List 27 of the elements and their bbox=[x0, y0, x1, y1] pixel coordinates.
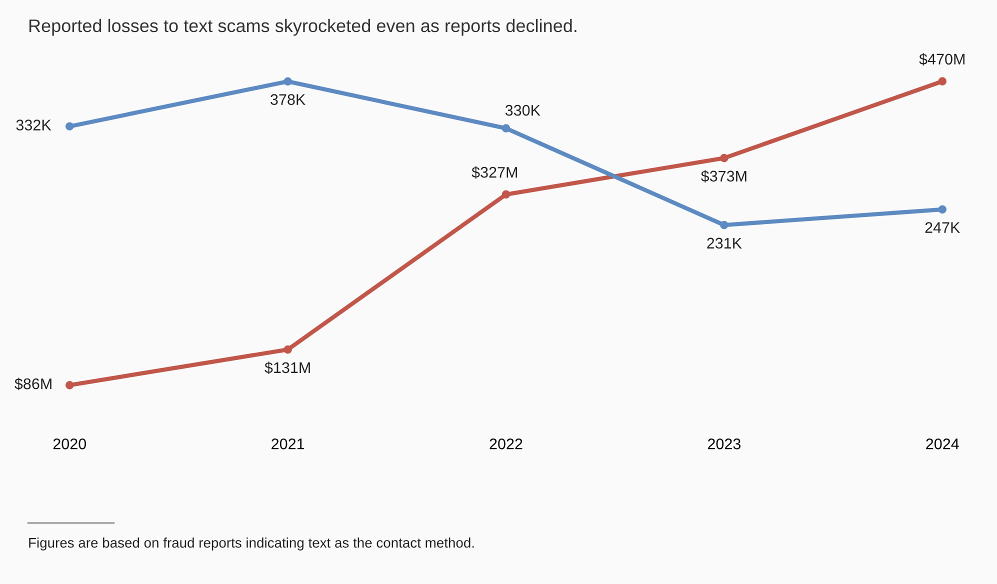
x-tick-label: 2023 bbox=[708, 438, 741, 450]
point bbox=[502, 190, 510, 199]
x-tick-label: 2020 bbox=[53, 438, 86, 450]
data-label: $327M bbox=[472, 166, 517, 179]
x-tick-label: 2022 bbox=[490, 438, 522, 450]
text: Figures are based on fraud reports indicating text as the contact method. bbox=[29, 538, 474, 550]
point bbox=[65, 380, 74, 390]
x-tick-label: 2021 bbox=[272, 438, 304, 450]
x-tick-label: 2024 bbox=[926, 438, 959, 450]
data-label: 247K bbox=[925, 222, 960, 233]
point bbox=[65, 122, 74, 131]
point bbox=[720, 154, 728, 162]
point bbox=[938, 205, 947, 214]
data-label: 330K bbox=[505, 104, 540, 116]
data-label: 332K bbox=[16, 120, 52, 130]
point bbox=[284, 77, 292, 86]
point bbox=[938, 77, 947, 86]
data-label: $470M bbox=[919, 53, 964, 66]
data-label: $86M bbox=[14, 378, 52, 390]
point bbox=[284, 345, 292, 354]
point bbox=[720, 220, 728, 230]
data-label: 378K bbox=[270, 94, 306, 105]
data-label: 231K bbox=[707, 238, 742, 249]
data-label: $373M bbox=[700, 170, 746, 183]
chart-title: Reported losses to text scams skyrocketed even as reports declined. bbox=[29, 18, 576, 36]
data-label: $131M bbox=[264, 362, 310, 374]
point bbox=[502, 124, 510, 132]
